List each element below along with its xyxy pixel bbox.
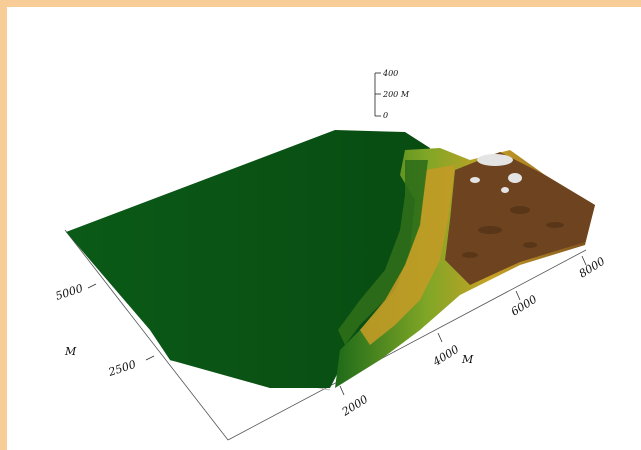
depth-axis-line xyxy=(64,229,229,441)
terrain-surface xyxy=(66,130,595,388)
depth-tick-label: 5000 xyxy=(54,282,85,303)
depth-axis-unit: M xyxy=(64,345,77,358)
width-tick xyxy=(581,255,587,266)
depth-tick xyxy=(87,283,97,289)
width-tick-label: 4000 xyxy=(430,343,461,369)
width-tick xyxy=(515,290,521,301)
width-tick xyxy=(339,385,345,396)
width-tick-label: 2000 xyxy=(339,393,370,419)
vertical-tick-label: 400 xyxy=(382,69,398,78)
peak-snow xyxy=(470,154,522,193)
vertical-tick-label: 200 M xyxy=(382,90,410,99)
vertical-scale xyxy=(374,72,381,117)
yellow-band xyxy=(360,165,455,345)
green-band xyxy=(338,160,428,345)
depth-tick-label: 2500 xyxy=(106,358,138,379)
flat-lowland xyxy=(66,130,430,388)
width-tick-label: 6000 xyxy=(509,293,540,319)
depth-tick xyxy=(145,355,155,361)
width-axis-line xyxy=(227,249,587,441)
high-plateau xyxy=(445,152,595,285)
width-tick-label: 8000 xyxy=(577,255,608,281)
plot-canvas: 400 200 M 0 5000 2500 M 2000 4000 6000 8… xyxy=(7,7,641,450)
vertical-tick-label: 0 xyxy=(383,111,388,120)
width-axis-unit: M xyxy=(461,353,474,366)
terrain-texture xyxy=(462,206,564,258)
terrain-chart: 400 200 M 0 5000 2500 M 2000 4000 6000 8… xyxy=(54,69,608,441)
width-tick xyxy=(437,332,443,343)
